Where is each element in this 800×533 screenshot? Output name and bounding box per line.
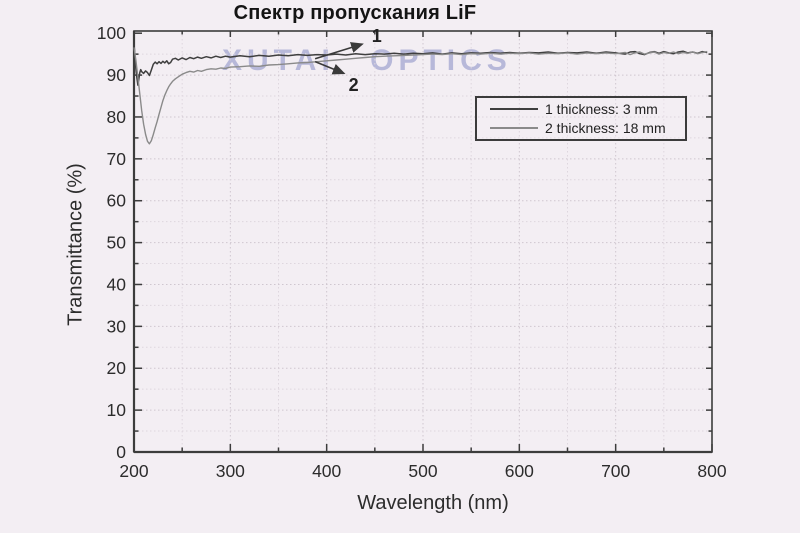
curve-2 [133,47,708,145]
legend-box: 1 thickness: 3 mm 2 thickness: 18 mm [475,96,687,141]
y-tick-label: 20 [107,358,127,378]
x-tick-label: 400 [312,461,341,481]
y-tick-label: 50 [107,233,127,253]
legend-entry-1: 1 thickness: 3 mm [490,101,685,117]
x-tick-label: 200 [119,461,148,481]
y-tick-label: 90 [107,65,127,85]
curve-1 [133,44,708,86]
y-tick-label: 40 [107,274,127,294]
y-tick-label: 0 [116,442,126,462]
page-title: Спектр пропускания LiF [233,2,477,24]
y-tick-label: 60 [107,191,127,211]
grid-lines [134,31,712,452]
y-tick-label: 100 [97,23,126,43]
legend-label-1: 1 thickness: 3 mm [545,101,658,117]
legend-line-sample-1 [490,108,538,110]
watermark-text: XUTAI OPTICS [222,44,512,77]
annotation-label-1: 1 [372,26,382,46]
tick-labels: 200 300 400 500 600 700 800 0 10 20 30 40 50 60 70 80 90… [97,23,727,481]
x-tick-label: 500 [408,461,437,481]
y-tick-label: 10 [107,400,127,420]
annotation-arrow-2 [314,60,346,75]
y-axis-title: Transmittance (%) [64,163,87,326]
x-tick-label: 300 [216,461,245,481]
curve-annotations: 12 [314,26,382,95]
x-tick-label: 700 [601,461,630,481]
axes [132,30,713,454]
x-axis-title: Wavelength (nm) [357,492,509,514]
legend-line-sample-2 [490,127,538,129]
y-tick-label: 70 [107,149,127,169]
annotation-label-2: 2 [349,75,359,95]
y-tick-label: 80 [107,107,127,127]
y-tick-label: 30 [107,316,127,336]
x-tick-label: 600 [505,461,534,481]
x-tick-label: 800 [697,461,726,481]
annotation-arrow-1 [314,42,364,60]
legend-entry-2: 2 thickness: 18 mm [490,120,685,136]
legend-label-2: 2 thickness: 18 mm [545,120,666,136]
